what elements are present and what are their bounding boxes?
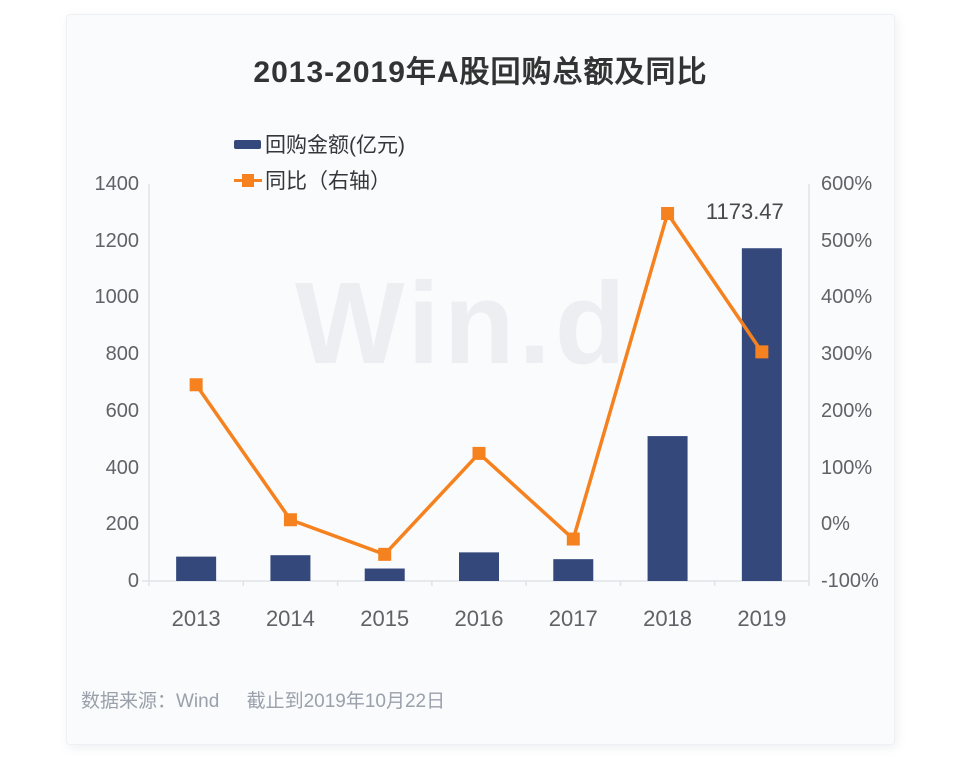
legend-label-buyback-amount: 回购金额(亿元): [265, 134, 405, 157]
legend-item-buyback-amount: 回购金额(亿元): [234, 133, 405, 157]
x-axis-label-2016: 2016: [454, 606, 504, 631]
data-asof-text: 截止到2019年10月22日: [246, 691, 446, 712]
line-marker-2018: [661, 206, 675, 220]
x-axis-label-2013: 2013: [171, 606, 221, 631]
x-axis-label-2015: 2015: [360, 606, 410, 631]
left-axis-label-0: 0: [127, 570, 139, 592]
right-axis-label-100%: 100%: [821, 456, 873, 479]
left-axis-label-1200: 1200: [94, 229, 140, 252]
left-axis-label-600: 600: [105, 399, 139, 422]
right-axis-label-300%: 300%: [821, 343, 873, 366]
line-marker-2015: [378, 547, 392, 561]
line-marker-2019: [755, 345, 769, 359]
left-axis-label-1400: 1400: [94, 173, 140, 195]
right-axis-label-0%: 0%: [821, 513, 850, 536]
x-axis-label-2019: 2019: [737, 606, 787, 631]
footer: 数据来源：Wind 截止到2019年10月22日: [81, 686, 445, 713]
bar-2019: [741, 248, 782, 582]
line-marker-2013: [189, 378, 203, 392]
plot-area: 0 200 400 600 800 1000 1200 1400 -100% 0% 100% 200%…: [67, 15, 894, 744]
bar-value-annotation: 1173.47: [705, 199, 784, 225]
data-source-text: 数据来源：Wind: [81, 691, 220, 712]
bar-2018: [647, 436, 688, 581]
x-axis-label-2018: 2018: [643, 606, 693, 631]
bar-2015: [364, 568, 405, 581]
line-marker-2017: [566, 532, 580, 546]
left-axis-label-400: 400: [105, 456, 139, 479]
legend: 回购金额(亿元) 同比（右轴）: [234, 133, 405, 193]
chart-canvas: [142, 184, 810, 586]
right-axis-label-500%: 500%: [821, 229, 873, 252]
right-axis-label--100%: -100%: [821, 570, 879, 592]
wind-watermark: Win.d: [295, 258, 630, 388]
right-axis-label-400%: 400%: [821, 286, 873, 309]
line-marker-2016: [472, 446, 486, 460]
bar-2016: [459, 552, 499, 581]
line-series-swatch-icon: [234, 173, 262, 187]
chart-title: 2013-2019年A股回购总额及同比: [253, 56, 708, 89]
right-axis-label-200%: 200%: [821, 399, 873, 422]
legend-item-yoy: 同比（右轴）: [234, 169, 405, 193]
bar-2017: [553, 559, 594, 581]
left-axis-label-200: 200: [105, 513, 139, 536]
bar-series-swatch-icon: [234, 139, 261, 149]
bar-2014: [270, 555, 311, 581]
right-axis-label-600%: 600%: [821, 173, 873, 195]
x-axis-label-2014: 2014: [265, 606, 315, 631]
line-marker-2014: [283, 513, 297, 527]
legend-label-yoy: 同比（右轴）: [265, 170, 391, 193]
x-axis-label-2017: 2017: [548, 606, 598, 631]
bar-2013: [176, 556, 217, 581]
left-axis-label-1000: 1000: [94, 286, 140, 309]
left-axis-label-800: 800: [105, 343, 139, 366]
chart-card: Win.d 2013-2019年A股回购总额及同比 回购金额(亿元) 同比（右轴…: [66, 14, 895, 745]
